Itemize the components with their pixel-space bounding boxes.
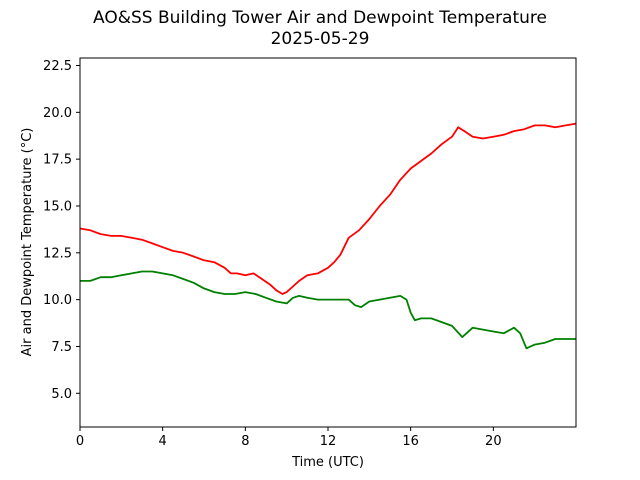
x-tick-label: 0 — [76, 434, 84, 449]
x-axis-label: Time (UTC) — [291, 455, 364, 470]
chart-title: AO&SS Building Tower Air and Dewpoint Te… — [92, 8, 547, 28]
y-tick-label: 22.5 — [43, 59, 72, 74]
x-tick-label: 12 — [320, 434, 337, 449]
y-tick-label: 5.0 — [51, 387, 72, 402]
series-line-1 — [80, 270, 576, 350]
y-tick-label: 12.5 — [43, 246, 72, 261]
y-axis-label: Air and Dewpoint Temperature (°C) — [20, 128, 35, 357]
series-line-0 — [79, 122, 577, 295]
x-tick-label: 8 — [241, 434, 249, 449]
plot-frame — [79, 57, 577, 428]
y-tick-label: 15.0 — [43, 199, 72, 214]
chart-subtitle: 2025-05-29 — [270, 29, 370, 49]
y-tick-label: 7.5 — [51, 340, 72, 355]
x-tick-label: 16 — [402, 434, 419, 449]
x-tick-label: 4 — [159, 434, 167, 449]
y-tick-label: 20.0 — [43, 106, 72, 121]
y-tick-label: 10.0 — [43, 293, 72, 308]
x-tick-label: 20 — [485, 434, 502, 449]
y-tick-label: 17.5 — [43, 153, 72, 168]
